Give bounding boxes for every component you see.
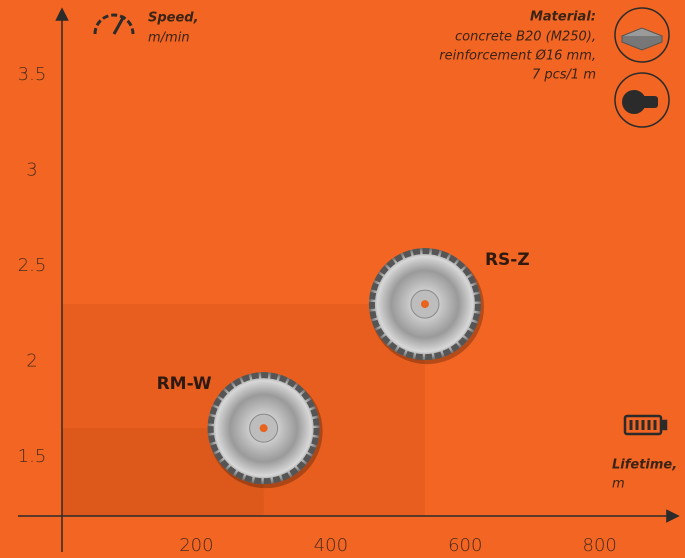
battery-icon	[623, 414, 668, 436]
y-tick-label: 1.5	[18, 446, 47, 467]
blade-hub	[420, 300, 429, 309]
y-tick-label: 3	[26, 159, 37, 180]
x-tick-label: 600	[448, 535, 482, 556]
point-label: RM-W	[157, 374, 212, 394]
y-axis-unit: m/min	[148, 31, 190, 46]
x-axis-title: Lifetime,	[612, 458, 677, 473]
material-icon	[614, 7, 670, 63]
material-line: 7 pcs/1 m	[532, 68, 596, 83]
blade-teeth	[368, 248, 481, 361]
x-tick-label: 200	[179, 535, 213, 556]
speed-icon	[93, 13, 135, 35]
material-line: concrete B20 (M250),	[455, 30, 596, 45]
x-tick-label: 400	[314, 535, 348, 556]
x-axis-unit: m	[612, 477, 625, 492]
y-tick-label: 2	[26, 350, 37, 371]
y-axis-title: Speed,	[148, 11, 199, 26]
material-line: reinforcement Ø16 mm,	[439, 49, 596, 64]
point-label: RS-Z	[485, 250, 530, 270]
y-tick-label: 3.5	[18, 64, 47, 85]
y-tick-label: 2.5	[18, 255, 47, 276]
saw-icon	[614, 72, 670, 128]
x-tick-label: 800	[583, 535, 617, 556]
material-title: Material:	[530, 10, 596, 25]
blade-hub	[259, 424, 268, 433]
blade-teeth	[207, 372, 320, 485]
